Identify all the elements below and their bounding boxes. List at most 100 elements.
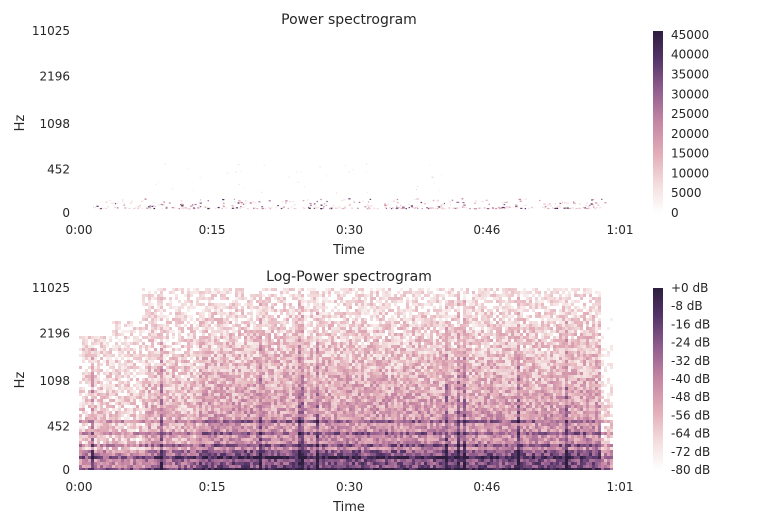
log-power-spectrogram-cell [214, 465, 217, 468]
log-power-spectrogram-cell [283, 468, 286, 470]
log-power-spectrogram-cell [169, 450, 172, 453]
log-power-spectrogram-cell [145, 417, 148, 420]
power-spectrogram-cell [348, 198, 351, 200]
log-power-spectrogram-cell [256, 345, 259, 348]
log-power-spectrogram-cell [292, 315, 295, 318]
log-power-spectrogram-cell [217, 288, 220, 291]
log-power-spectrogram-cell [232, 441, 235, 444]
log-power-spectrogram-cell [160, 414, 163, 417]
log-power-spectrogram-cell [217, 357, 220, 360]
power-spectrogram-cell [492, 207, 495, 209]
power-spectrogram-cell [235, 207, 239, 209]
log-power-spectrogram-cell [181, 321, 184, 324]
log-power-spectrogram-cell [118, 324, 121, 327]
log-power-spectrogram-cell [127, 372, 130, 375]
power-spectrogram-cell [481, 200, 484, 203]
log-power-spectrogram-cell [91, 402, 94, 405]
log-power-spectrogram-cell [253, 360, 256, 363]
log-power-spectrogram-cell [172, 459, 175, 462]
log-power-spectrogram-cell [97, 456, 100, 459]
log-power-spectrogram-cell [208, 321, 211, 324]
log-power-spectrogram-cell [160, 426, 163, 429]
log-power-spectrogram-cell [235, 297, 238, 300]
log-power-spectrogram-cell [310, 312, 313, 315]
log-power-spectrogram-cell [280, 405, 283, 408]
log-power-spectrogram-cell [160, 432, 163, 435]
log-power-spectrogram-cell [109, 336, 112, 339]
log-power-spectrogram-cell [94, 405, 97, 408]
log-power-spectrogram-cell [148, 363, 151, 366]
log-power-spectrogram-cell [163, 330, 166, 333]
log-power-spectrogram-cell [292, 411, 295, 414]
log-power-spectrogram-cell [181, 468, 184, 470]
log-power-spectrogram-cell [211, 342, 214, 345]
log-power-spectrogram-cell [199, 324, 202, 327]
log-power-spectrogram-cell [337, 381, 340, 384]
log-power-spectrogram-cell [247, 411, 250, 414]
power-spectrogram-cell [173, 207, 176, 209]
log-power-spectrogram-cell [223, 405, 226, 408]
log-power-spectrogram-cell [94, 351, 97, 354]
log-power-spectrogram-cell [301, 321, 304, 324]
log-power-spectrogram-cell [244, 321, 247, 324]
power-spectrogram-cell [527, 207, 530, 209]
log-power-spectrogram-cell [154, 462, 157, 465]
log-power-spectrogram-cell [160, 450, 163, 453]
log-power-spectrogram-cell [166, 444, 169, 447]
log-power-spectrogram-cell [238, 366, 241, 369]
log-power-spectrogram-cell [94, 357, 97, 360]
log-power-spectrogram-cell [286, 369, 289, 372]
log-power-spectrogram-cell [262, 462, 265, 465]
log-power-spectrogram-cell [112, 429, 115, 432]
log-power-spectrogram-cell [280, 423, 283, 426]
log-power-spectrogram-cell [304, 438, 307, 441]
log-power-spectrogram-cell [169, 357, 172, 360]
log-power-spectrogram-cell [196, 453, 199, 456]
log-power-spectrogram-cell [229, 408, 232, 411]
log-power-spectrogram-cell [253, 390, 256, 393]
log-power-spectrogram-cell [292, 318, 295, 321]
log-power-spectrogram-cell [82, 336, 85, 339]
log-power-spectrogram-cell [199, 432, 202, 435]
log-power-spectrogram-cell [286, 312, 289, 315]
log-power-spectrogram-cell [160, 438, 163, 441]
log-power-spectrogram-cell [187, 456, 190, 459]
power-spectrogram-cell [199, 177, 201, 179]
log-power-spectrogram-chart: Log-Power spectrogram Hz Time 0452109821… [13, 269, 710, 515]
log-power-spectrogram-cell [307, 375, 310, 378]
log-power-spectrogram-cell [280, 369, 283, 372]
power-spectrogram-cell [231, 207, 234, 209]
log-power-spectrogram-cell [100, 357, 103, 360]
log-power-spectrogram-cell [208, 366, 211, 369]
power-spectrogram-cell [298, 181, 300, 183]
log-power-spectrogram-cell [154, 369, 157, 372]
log-power-spectrogram-cell [199, 348, 202, 351]
log-power-spectrogram-cell [232, 456, 235, 459]
log-power-spectrogram-cell [319, 420, 322, 423]
log-power-spectrogram-cell [217, 444, 220, 447]
log-power-spectrogram-cell [169, 369, 172, 372]
log-power-spectrogram-cell [331, 420, 334, 423]
log-power-spectrogram-cell [235, 435, 238, 438]
log-power-spectrogram-cell [328, 393, 331, 396]
log-power-spectrogram-cell [331, 459, 334, 462]
log-power-spectrogram-cell [331, 315, 334, 318]
log-power-spectrogram-cell [199, 351, 202, 354]
log-power-spectrogram-cell [196, 396, 199, 399]
log-power-spectrogram-cell [106, 378, 109, 381]
log-power-spectrogram-cell [247, 342, 250, 345]
log-power-spectrogram-cell [169, 420, 172, 423]
log-power-spectrogram-cell [199, 372, 202, 375]
log-power-spectrogram-cell [82, 345, 85, 348]
log-power-spectrogram-cell [199, 366, 202, 369]
power-spectrogram-cell [98, 208, 101, 210]
log-power-spectrogram-cell [322, 384, 325, 387]
log-power-spectrogram-cell [244, 366, 247, 369]
log-power-spectrogram-cell [82, 357, 85, 360]
log-power-spectrogram-cell [256, 306, 259, 309]
log-power-spectrogram-cell [295, 324, 298, 327]
log-power-spectrogram-cell [289, 447, 292, 450]
power-spectrogram-cell [400, 208, 402, 210]
log-power-spectrogram-cell [271, 426, 274, 429]
log-power-spectrogram-cell [100, 450, 103, 453]
